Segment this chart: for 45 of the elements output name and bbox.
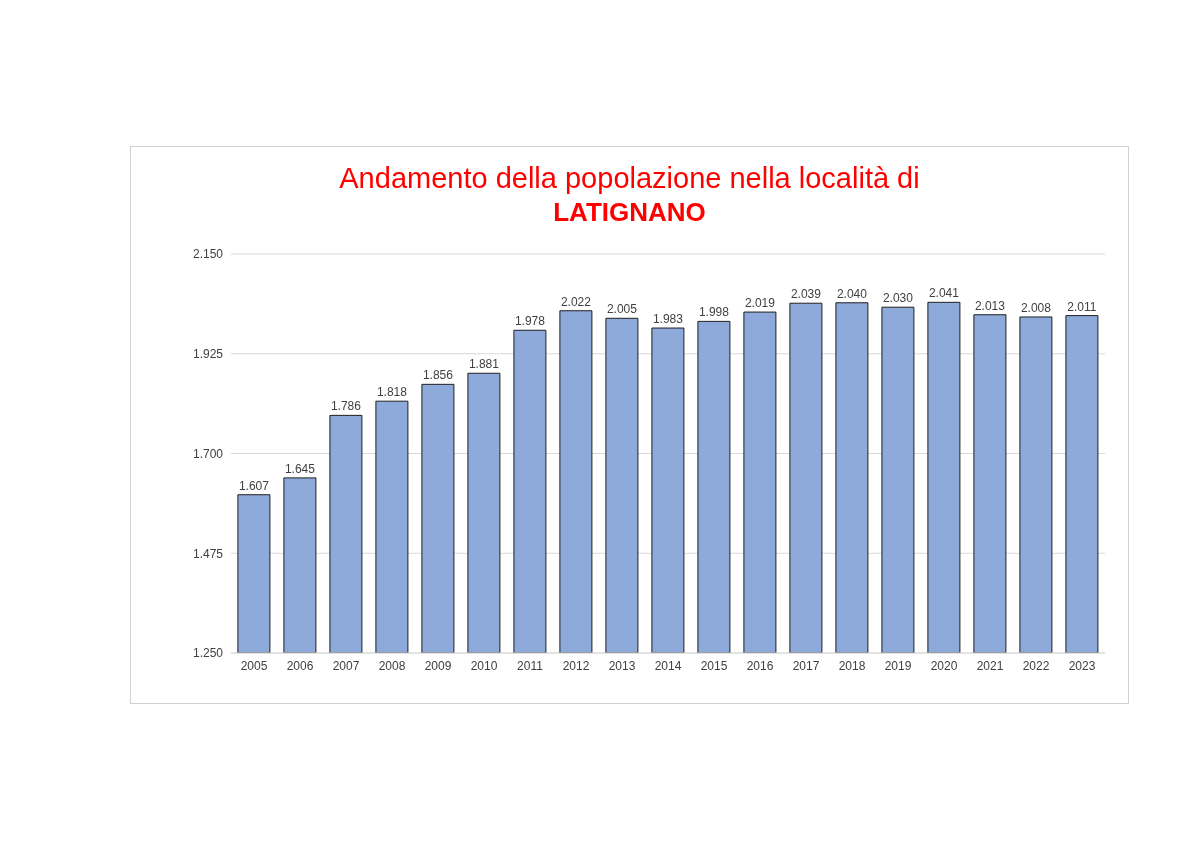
data-label: 1.978 bbox=[514, 314, 546, 329]
data-label: 1.818 bbox=[376, 385, 408, 400]
data-label: 2.008 bbox=[1020, 300, 1052, 315]
y-tick-label: 1.250 bbox=[192, 646, 224, 661]
x-tick-label: 2019 bbox=[884, 658, 912, 673]
chart-title: Andamento della popolazione nella località di bbox=[338, 161, 921, 195]
data-label: 1.856 bbox=[422, 368, 454, 383]
y-tick-label: 1.925 bbox=[192, 347, 224, 362]
x-tick-label: 2021 bbox=[976, 658, 1004, 673]
data-label: 1.645 bbox=[284, 461, 316, 476]
data-label: 1.998 bbox=[698, 305, 730, 320]
y-tick-label: 2.150 bbox=[192, 247, 224, 262]
x-tick-label: 2005 bbox=[240, 658, 268, 673]
x-tick-label: 2009 bbox=[424, 658, 452, 673]
x-tick-label: 2020 bbox=[930, 658, 958, 673]
data-label: 1.881 bbox=[468, 357, 500, 372]
x-tick-label: 2014 bbox=[654, 658, 682, 673]
data-label: 1.607 bbox=[238, 478, 270, 493]
data-label: 2.005 bbox=[606, 302, 638, 317]
data-label: 2.039 bbox=[790, 287, 822, 302]
y-tick-label: 1.700 bbox=[192, 446, 224, 461]
data-label: 2.022 bbox=[560, 294, 592, 309]
x-tick-label: 2017 bbox=[792, 658, 820, 673]
x-tick-label: 2023 bbox=[1068, 658, 1096, 673]
data-label: 2.019 bbox=[744, 296, 776, 311]
data-label: 2.030 bbox=[882, 291, 914, 306]
y-tick-label: 1.475 bbox=[192, 546, 224, 561]
x-tick-label: 2018 bbox=[838, 658, 866, 673]
data-label: 2.013 bbox=[974, 298, 1006, 313]
data-label: 2.041 bbox=[928, 286, 960, 301]
x-tick-label: 2012 bbox=[562, 658, 590, 673]
x-tick-label: 2015 bbox=[700, 658, 728, 673]
x-tick-label: 2022 bbox=[1022, 658, 1050, 673]
x-tick-label: 2016 bbox=[746, 658, 774, 673]
x-tick-label: 2007 bbox=[332, 658, 360, 673]
x-tick-label: 2006 bbox=[286, 658, 314, 673]
data-label: 2.040 bbox=[836, 286, 868, 301]
chart-subtitle: LATIGNANO bbox=[552, 196, 707, 229]
data-label: 2.011 bbox=[1067, 299, 1097, 314]
data-label: 1.983 bbox=[652, 312, 684, 327]
x-tick-label: 2011 bbox=[517, 658, 544, 673]
x-tick-label: 2008 bbox=[378, 658, 406, 673]
data-label: 1.786 bbox=[330, 399, 362, 414]
x-tick-label: 2010 bbox=[470, 658, 498, 673]
x-tick-label: 2013 bbox=[608, 658, 636, 673]
